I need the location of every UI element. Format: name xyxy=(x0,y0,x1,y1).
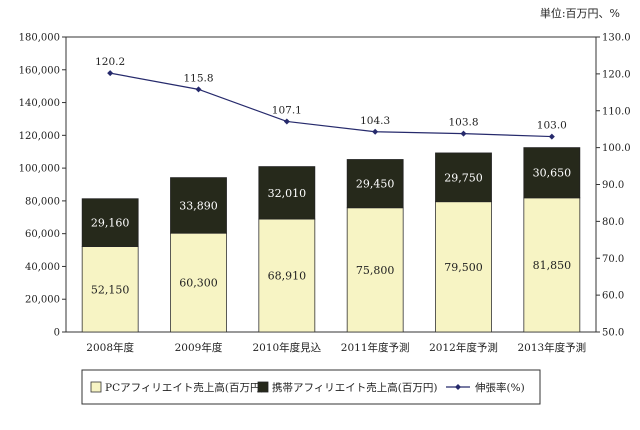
left-y-axis: 0 20,000 40,000 60,000 80,000 100,000 120,000 1… xyxy=(19,33,66,339)
bar-pc-affiliate xyxy=(258,218,316,333)
left-tick-label: 160,000 xyxy=(19,65,60,76)
bar-mobile-affiliate xyxy=(346,159,404,209)
growth-rate-label: 107.1 xyxy=(272,104,302,116)
bar-mobile-affiliate xyxy=(170,177,227,234)
left-tick-label: 140,000 xyxy=(19,98,60,109)
right-tick-label: 60.0 xyxy=(602,291,624,302)
x-category-label: 2011年度予測 xyxy=(341,341,410,354)
growth-line-layer: 120.2 115.8 107.1 104.3 103.8 103.0 xyxy=(95,56,567,140)
bar-pc-affiliate xyxy=(523,197,581,333)
growth-rate-marker xyxy=(460,130,467,137)
growth-rate-line xyxy=(110,72,552,138)
right-tick-label: 80.0 xyxy=(602,217,624,228)
right-tick-label: 120.0 xyxy=(602,69,631,80)
bar-pc-affiliate xyxy=(346,207,404,333)
x-category-label: 2008年度 xyxy=(86,341,134,354)
legend: PCアフィリエイト売上高(百万円) 携帯アフィリエイト売上高(百万円) 伸張率(%) xyxy=(81,369,541,405)
bar-label-mobile: 29,450 xyxy=(356,178,395,191)
growth-rate-marker xyxy=(195,86,202,93)
legend-swatch-pc xyxy=(90,381,102,393)
left-tick-label: 20,000 xyxy=(25,295,60,306)
legend-label-pc: PCアフィリエイト売上高(百万円) xyxy=(105,381,265,394)
plot-frame xyxy=(65,36,597,333)
left-tick-label: 0 xyxy=(54,328,60,339)
growth-rate-label: 103.0 xyxy=(537,120,567,132)
bar-mobile-affiliate xyxy=(81,198,139,247)
legend-label-growth: 伸張率(%) xyxy=(475,381,525,394)
bar-label-mobile: 33,890 xyxy=(179,199,218,212)
bar-label-pc: 81,850 xyxy=(533,259,572,272)
bar-mobile-affiliate xyxy=(435,152,492,203)
bar-pc-affiliate xyxy=(435,201,492,333)
bar-label-mobile: 32,010 xyxy=(268,187,307,200)
x-category-label: 2013年度予測 xyxy=(517,341,586,354)
left-tick-label: 180,000 xyxy=(19,33,60,44)
growth-rate-label: 120.2 xyxy=(95,56,125,68)
right-tick-label: 90.0 xyxy=(602,180,624,191)
x-category-label: 2012年度予測 xyxy=(429,341,498,354)
bar-label-pc: 75,800 xyxy=(356,264,395,277)
right-tick-label: 50.0 xyxy=(602,328,624,339)
unit-note: 単位:百万円、% xyxy=(540,6,620,20)
left-tick-label: 40,000 xyxy=(25,262,60,273)
x-axis: 2008年度 2009年度 2010年度見込 2011年度予測 2012年度予測 2013… xyxy=(86,341,586,354)
right-tick-label: 110.0 xyxy=(602,106,631,117)
growth-rate-label: 104.3 xyxy=(360,115,390,127)
growth-rate-label: 115.8 xyxy=(183,72,213,84)
growth-rate-marker xyxy=(372,128,379,135)
legend-box xyxy=(81,369,541,405)
legend-marker-growth xyxy=(455,384,461,390)
bar-label-pc: 60,300 xyxy=(179,277,218,290)
x-category-label: 2009年度 xyxy=(175,341,223,354)
x-category-label: 2010年度見込 xyxy=(252,341,321,354)
left-tick-label: 80,000 xyxy=(25,196,60,207)
right-tick-label: 70.0 xyxy=(602,254,624,265)
bar-label-pc: 52,150 xyxy=(91,283,130,296)
bar-label-mobile: 29,160 xyxy=(91,217,130,230)
legend-swatch-mobile xyxy=(257,381,269,393)
bar-label-mobile: 30,650 xyxy=(533,167,572,180)
bar-labels-layer: 52,150 29,160 60,300 33,890 68,910 32,010 75,8… xyxy=(91,167,571,297)
growth-rate-marker xyxy=(548,133,555,140)
right-tick-label: 130.0 xyxy=(602,33,631,44)
bar-mobile-affiliate xyxy=(523,147,581,199)
left-tick-label: 100,000 xyxy=(19,164,60,175)
bar-label-pc: 68,910 xyxy=(268,270,307,283)
bars-layer xyxy=(81,147,581,333)
right-tick-label: 100.0 xyxy=(602,143,631,154)
legend-label-mobile: 携帯アフィリエイト売上高(百万円) xyxy=(272,381,437,394)
right-y-axis: 50.0 60.0 70.0 80.0 90.0 100.0 110.0 120.0 130.0 xyxy=(596,33,631,339)
left-tick-label: 60,000 xyxy=(25,229,60,240)
bar-label-mobile: 29,750 xyxy=(444,171,483,184)
bar-mobile-affiliate xyxy=(258,166,316,220)
bar-label-pc: 79,500 xyxy=(444,261,483,274)
plot-area-border xyxy=(65,36,597,333)
left-tick-label: 120,000 xyxy=(19,131,60,142)
bar-pc-affiliate xyxy=(170,232,227,333)
growth-rate-marker xyxy=(107,70,114,77)
growth-rate-label: 103.8 xyxy=(448,117,478,129)
growth-rate-marker xyxy=(283,118,290,125)
